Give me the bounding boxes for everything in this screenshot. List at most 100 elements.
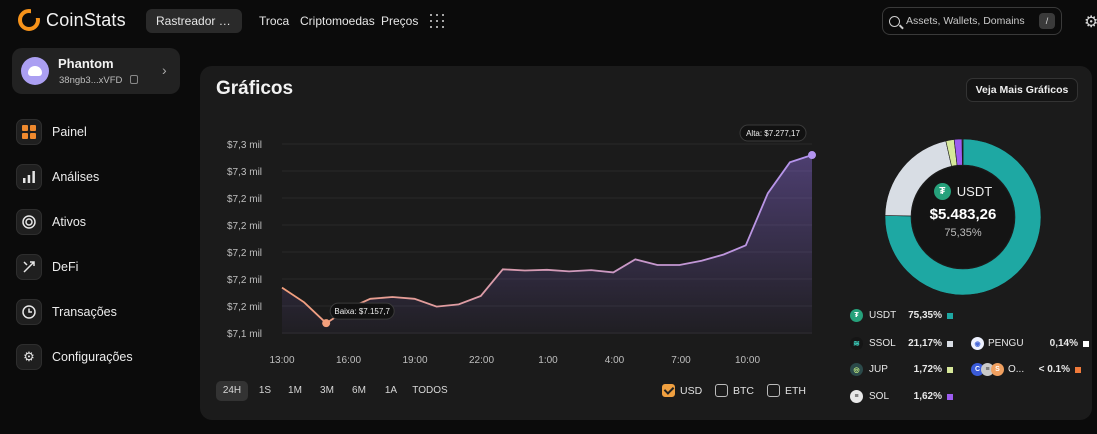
sidebar-item-label: Ativos [52,215,87,229]
legend-percent: 1,72% [913,364,942,375]
x-tick-label: 19:00 [402,355,427,366]
high-tooltip [739,124,807,142]
sidebar-item-configuracoes[interactable]: ⚙ Configurações [16,343,176,371]
low-point-marker[interactable] [322,319,331,328]
search-box[interactable]: / [882,7,1062,35]
legend-percent: 21,17% [908,338,942,349]
portfolio-chart[interactable]: $7,3 mil $7,3 mil $7,2 mil $7,2 mil $7,2 mil… [200,66,1092,420]
nav-crypto[interactable]: Criptomoedas [300,14,375,28]
chevron-right-icon: › [162,62,167,78]
high-point-marker[interactable] [808,151,816,160]
dashboard-icon [16,119,42,145]
charts-card: Gráficos Veja Mais Gráficos $7,3 mil $7,3… [200,66,1092,420]
pengu-icon: ◉ [971,337,984,350]
analytics-icon [16,164,42,190]
copy-icon[interactable] [130,75,138,84]
x-tick-label: 1:00 [538,355,558,366]
jup-icon: ◎ [850,363,863,376]
legend-swatch [947,312,953,319]
usdt-icon: ₮ [850,309,863,322]
nav-prices[interactable]: Preços [381,14,419,28]
x-tick-label: 22:00 [469,355,494,366]
currency-label: USD [680,384,703,397]
donut-slice-usdt[interactable] [884,138,1042,296]
x-tick-label: 7:00 [671,355,691,366]
chart-area [282,155,812,334]
currency-btc-checkbox[interactable]: BTC [715,384,754,397]
checkbox-unchecked-icon [715,384,728,397]
usdt-icon: ₮ [933,183,951,200]
legend-percent: 75,35% [908,310,942,321]
chart-line [281,154,813,325]
legend-pengu[interactable]: ◉ PENGU 0,14% [971,337,1089,350]
search-input[interactable] [906,15,1034,27]
sidebar-item-painel[interactable]: Painel [16,118,176,146]
sidebar-item-defi[interactable]: DeFi [16,253,176,281]
period-6m[interactable]: 6M [352,385,366,396]
currency-usd-checkbox[interactable]: USD [662,384,702,397]
x-tick-label: 10:00 [735,355,760,366]
currency-eth-checkbox[interactable]: ETH [767,384,806,397]
legend-name: SOL [869,391,890,402]
donut-symbol: USDT [956,184,993,199]
low-tooltip-label: Baixa: $7.157,7 [334,307,390,316]
sidebar-item-label: Painel [52,125,87,139]
coin-icon: ≡ [981,363,994,376]
wallet-selector[interactable]: Phantom 38ngb3...xVFD › [12,48,180,94]
y-tick-label: $7,2 mil [227,221,262,232]
assets-icon [16,209,42,235]
ssol-icon: ≋ [850,337,863,350]
nav-tracker[interactable]: Rastreador de ... [146,9,242,33]
sidebar-item-analises[interactable]: Análises [16,163,176,191]
period-1s[interactable]: 1S [258,385,272,396]
legend-name: SSOL [869,338,896,349]
legend-name: JUP [869,364,888,375]
y-tick-label: $7,3 mil [227,140,262,151]
legend-swatch [947,393,953,400]
period-24h[interactable]: 24H [216,381,248,401]
search-icon [889,15,900,27]
legend-ssol[interactable]: ≋ SSOL 21,17% [850,337,953,350]
legend-usdt[interactable]: ₮ USDT 75,35% [850,309,953,322]
y-tick-label: $7,2 mil [227,194,262,205]
defi-icon [16,254,42,280]
y-tick-label: $7,2 mil [227,248,262,259]
legend-percent: 1,62% [913,391,942,402]
checkbox-checked-icon [662,384,675,397]
checkbox-unchecked-icon [767,384,780,397]
x-tick-label: 13:00 [269,355,294,366]
period-1a[interactable]: 1A [384,385,398,396]
legend-others[interactable]: C ≡ S O... < 0.1% [971,363,1081,376]
legend-sol[interactable]: ≡ SOL 1,62% [850,390,953,403]
coin-icon: C [971,363,984,376]
sidebar-item-transacoes[interactable]: Transações [16,298,176,326]
wallet-name: Phantom [58,56,114,71]
period-todos[interactable]: TODOS [412,385,448,396]
high-tooltip-label: Alta: $7.277,17 [746,129,800,138]
settings-icon: ⚙ [16,344,42,370]
clock-icon [16,299,42,325]
gear-icon[interactable]: ⚙ [1084,14,1097,31]
legend-name: PENGU [988,338,1024,349]
legend-percent: < 0.1% [1038,364,1070,375]
sidebar-item-ativos[interactable]: Ativos [16,208,176,236]
y-tick-label: $7,2 mil [227,275,262,286]
period-1m[interactable]: 1M [288,385,302,396]
period-3m[interactable]: 3M [320,385,334,396]
legend-percent: 0,14% [1049,338,1078,349]
legend-swatch [1083,340,1089,347]
more-charts-button[interactable]: Veja Mais Gráficos [966,78,1078,102]
y-tick-label: $7,2 mil [227,302,262,313]
nav-swap[interactable]: Troca [259,14,290,28]
logo[interactable]: CoinStats [18,9,126,31]
legend-jup[interactable]: ◎ JUP 1,72% [850,363,953,376]
app-name: CoinStats [46,9,126,30]
x-tick-label: 16:00 [336,355,361,366]
legend-name: USDT [869,310,897,321]
sidebar-item-label: Análises [52,170,100,184]
sol-icon: ≡ [850,390,863,403]
sidebar-item-label: Transações [52,305,117,319]
legend-swatch [947,366,953,373]
apps-grid-icon[interactable] [430,14,444,28]
low-tooltip [329,302,395,320]
